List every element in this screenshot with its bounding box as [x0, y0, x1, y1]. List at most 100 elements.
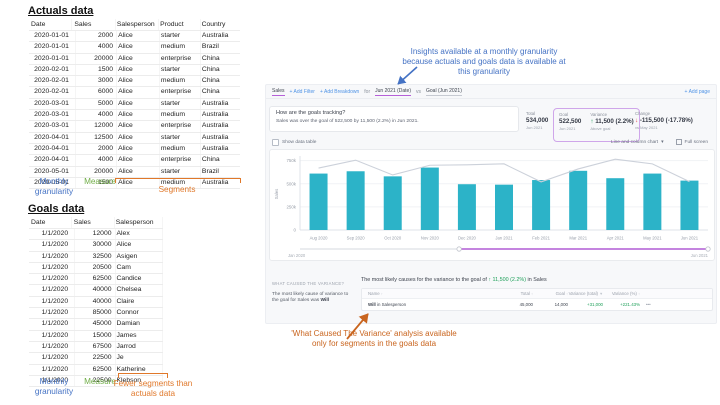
cause-variance-pct: +221.43%	[620, 302, 640, 307]
row-menu-icon[interactable]: •••	[646, 302, 651, 307]
causes-column-header[interactable]: Goal ↑	[555, 291, 568, 296]
table-cell: China	[201, 77, 220, 85]
y-axis-tick: 0	[294, 228, 297, 233]
table-cell: 1/1/2020	[29, 353, 76, 364]
actuals-segments-annotation: Segments	[158, 185, 196, 194]
sort-icon: ↑	[531, 292, 533, 296]
show-data-table-control[interactable]: Show data table	[272, 139, 316, 146]
goal-chip[interactable]: Goal (Jun 2021)	[426, 87, 462, 96]
table-cell: 1/1/2020	[29, 251, 76, 262]
sales-bar[interactable]	[606, 178, 625, 230]
sales-bar[interactable]	[346, 171, 365, 230]
table-cell: China	[201, 156, 220, 164]
causes-heading-prefix: The most likely causes for the variance …	[361, 277, 489, 283]
down-arrow-icon: ↓	[635, 117, 639, 124]
chevron-down-icon[interactable]: ▾	[661, 139, 664, 145]
causes-column-header[interactable]: Variance (%) ↑	[611, 291, 640, 296]
table-row: 1/1/2020 12000 Alex	[29, 229, 163, 241]
full-screen-icon[interactable]	[675, 139, 682, 145]
dashboard-toolbar: Sales + Add Filter + Add Breakdown for J…	[266, 85, 716, 99]
causes-heading-delta: ↑ 11,500 (2.2%)	[488, 277, 526, 283]
table-row: 1/1/2020 15000 James	[29, 330, 163, 342]
date-range-chip[interactable]: Jun 2021 (Date)	[375, 87, 411, 96]
table-cell: 12000	[75, 229, 116, 240]
kpi-total-sub: Jun 2021	[526, 125, 543, 130]
table-cell: Alice	[117, 177, 160, 189]
kpi-variance-label: Variance	[590, 112, 608, 117]
table-row: 2020-02-01 3000 Alice medium China	[29, 76, 240, 88]
table-cell: 1/1/2020	[29, 330, 76, 341]
brush-handle-right[interactable]	[705, 246, 711, 252]
table-cell: 2020-03-01	[29, 98, 76, 110]
table-cell: medium	[160, 143, 201, 155]
cause-total: 45,000	[519, 302, 533, 307]
table-cell: 62500	[75, 274, 116, 285]
table-cell: 40000	[75, 285, 116, 296]
sales-bar[interactable]	[569, 170, 588, 230]
table-cell: 15000	[75, 330, 116, 341]
table-row: 2020-03-01 5000 Alice starter Australia	[29, 98, 240, 111]
brush-end-label: Jun 2021	[691, 253, 709, 258]
sales-bar[interactable]	[532, 180, 551, 230]
table-cell: 2020-04-01	[29, 143, 76, 155]
table-row: 1/1/2020 85000 Connor	[29, 308, 163, 320]
show-data-table-label: Show data table	[282, 140, 317, 145]
table-row: 2020-04-01 12500 Alice starter Australia	[29, 132, 240, 144]
table-cell: 22500	[75, 375, 116, 387]
add-page-button[interactable]: + Add page	[684, 88, 710, 95]
table-cell: 1500	[76, 177, 118, 189]
table-row: 1/1/2020 62500 Candice	[29, 274, 163, 286]
table-cell: Alice	[117, 110, 160, 121]
sales-bar[interactable]	[495, 184, 513, 230]
table-cell: Alice	[117, 76, 160, 87]
add-filter-button[interactable]: + Add Filter	[289, 88, 315, 95]
column-header: Country	[201, 21, 226, 28]
table-cell: 1/1/2020	[29, 274, 76, 285]
brush-handle-left[interactable]	[456, 246, 462, 252]
show-data-table-checkbox[interactable]	[272, 139, 279, 146]
y-axis-tick: 500k	[286, 181, 296, 186]
table-cell: 67500	[75, 341, 116, 353]
table-cell: Klebson	[116, 375, 163, 387]
measure-chip[interactable]: Sales	[272, 87, 285, 96]
causes-table-row[interactable]: Will in Salesperson 45,000 14,000 +31,00…	[362, 299, 712, 310]
sales-bar[interactable]	[383, 176, 402, 230]
table-cell: Alice	[117, 64, 160, 76]
chart-controls: Line and column chart ▾ Full screen	[611, 139, 708, 145]
table-cell: 12500	[76, 132, 118, 143]
y-axis-tick: 750k	[286, 158, 296, 163]
table-cell: 4000	[76, 155, 118, 166]
x-axis-label: Dec 2020	[458, 236, 477, 241]
sales-bar[interactable]	[680, 180, 699, 230]
kpi-goal: Goal 522,500 Jun 2021	[559, 112, 581, 138]
vs-label: vs	[416, 88, 421, 95]
causes-column-header[interactable]: Total ↑	[520, 291, 533, 296]
table-row: 1/1/2020 30000 Alice	[29, 240, 163, 252]
kpi-change: Change ↓ -115,500 (-17.78%) vs May 2021	[635, 111, 693, 130]
table-cell: 1500	[76, 64, 118, 76]
table-row: 1/1/2020 40000 Chelsea	[29, 285, 163, 297]
causes-column-header[interactable]: Variance (total) ▼	[568, 291, 603, 296]
goal-tracking-card: How are the goals tracking? Sales was ov…	[269, 106, 519, 132]
kpi-variance-sub: Above goal	[590, 126, 611, 131]
goals-measure-annotation: Measure	[84, 377, 116, 386]
table-cell: 62500	[75, 364, 116, 375]
table-cell: China	[201, 54, 220, 62]
goals-segments-bracket	[118, 373, 168, 378]
kpi-goal-sub: Jun 2021	[559, 126, 576, 131]
chart-type-select[interactable]: Line and column chart	[610, 139, 659, 145]
causes-column-header[interactable]: Name ↑	[368, 291, 383, 296]
sales-bar[interactable]	[457, 184, 476, 230]
sales-bar[interactable]	[309, 173, 328, 230]
full-screen-label[interactable]: Full screen	[684, 139, 708, 145]
table-cell: medium	[160, 177, 201, 189]
table-cell: starter	[160, 166, 201, 177]
add-breakdown-button[interactable]: + Add Breakdown	[319, 88, 360, 95]
table-row: 1/1/2020 32500 Asigen	[29, 251, 163, 263]
table-cell: Alice	[117, 143, 160, 155]
table-cell: Alice	[117, 98, 160, 110]
table-cell: 3000	[76, 76, 118, 87]
sales-bar[interactable]	[420, 167, 439, 230]
table-row: 2020-05-01 1500 Alice medium Australia	[29, 177, 240, 190]
sales-bar[interactable]	[643, 173, 662, 230]
